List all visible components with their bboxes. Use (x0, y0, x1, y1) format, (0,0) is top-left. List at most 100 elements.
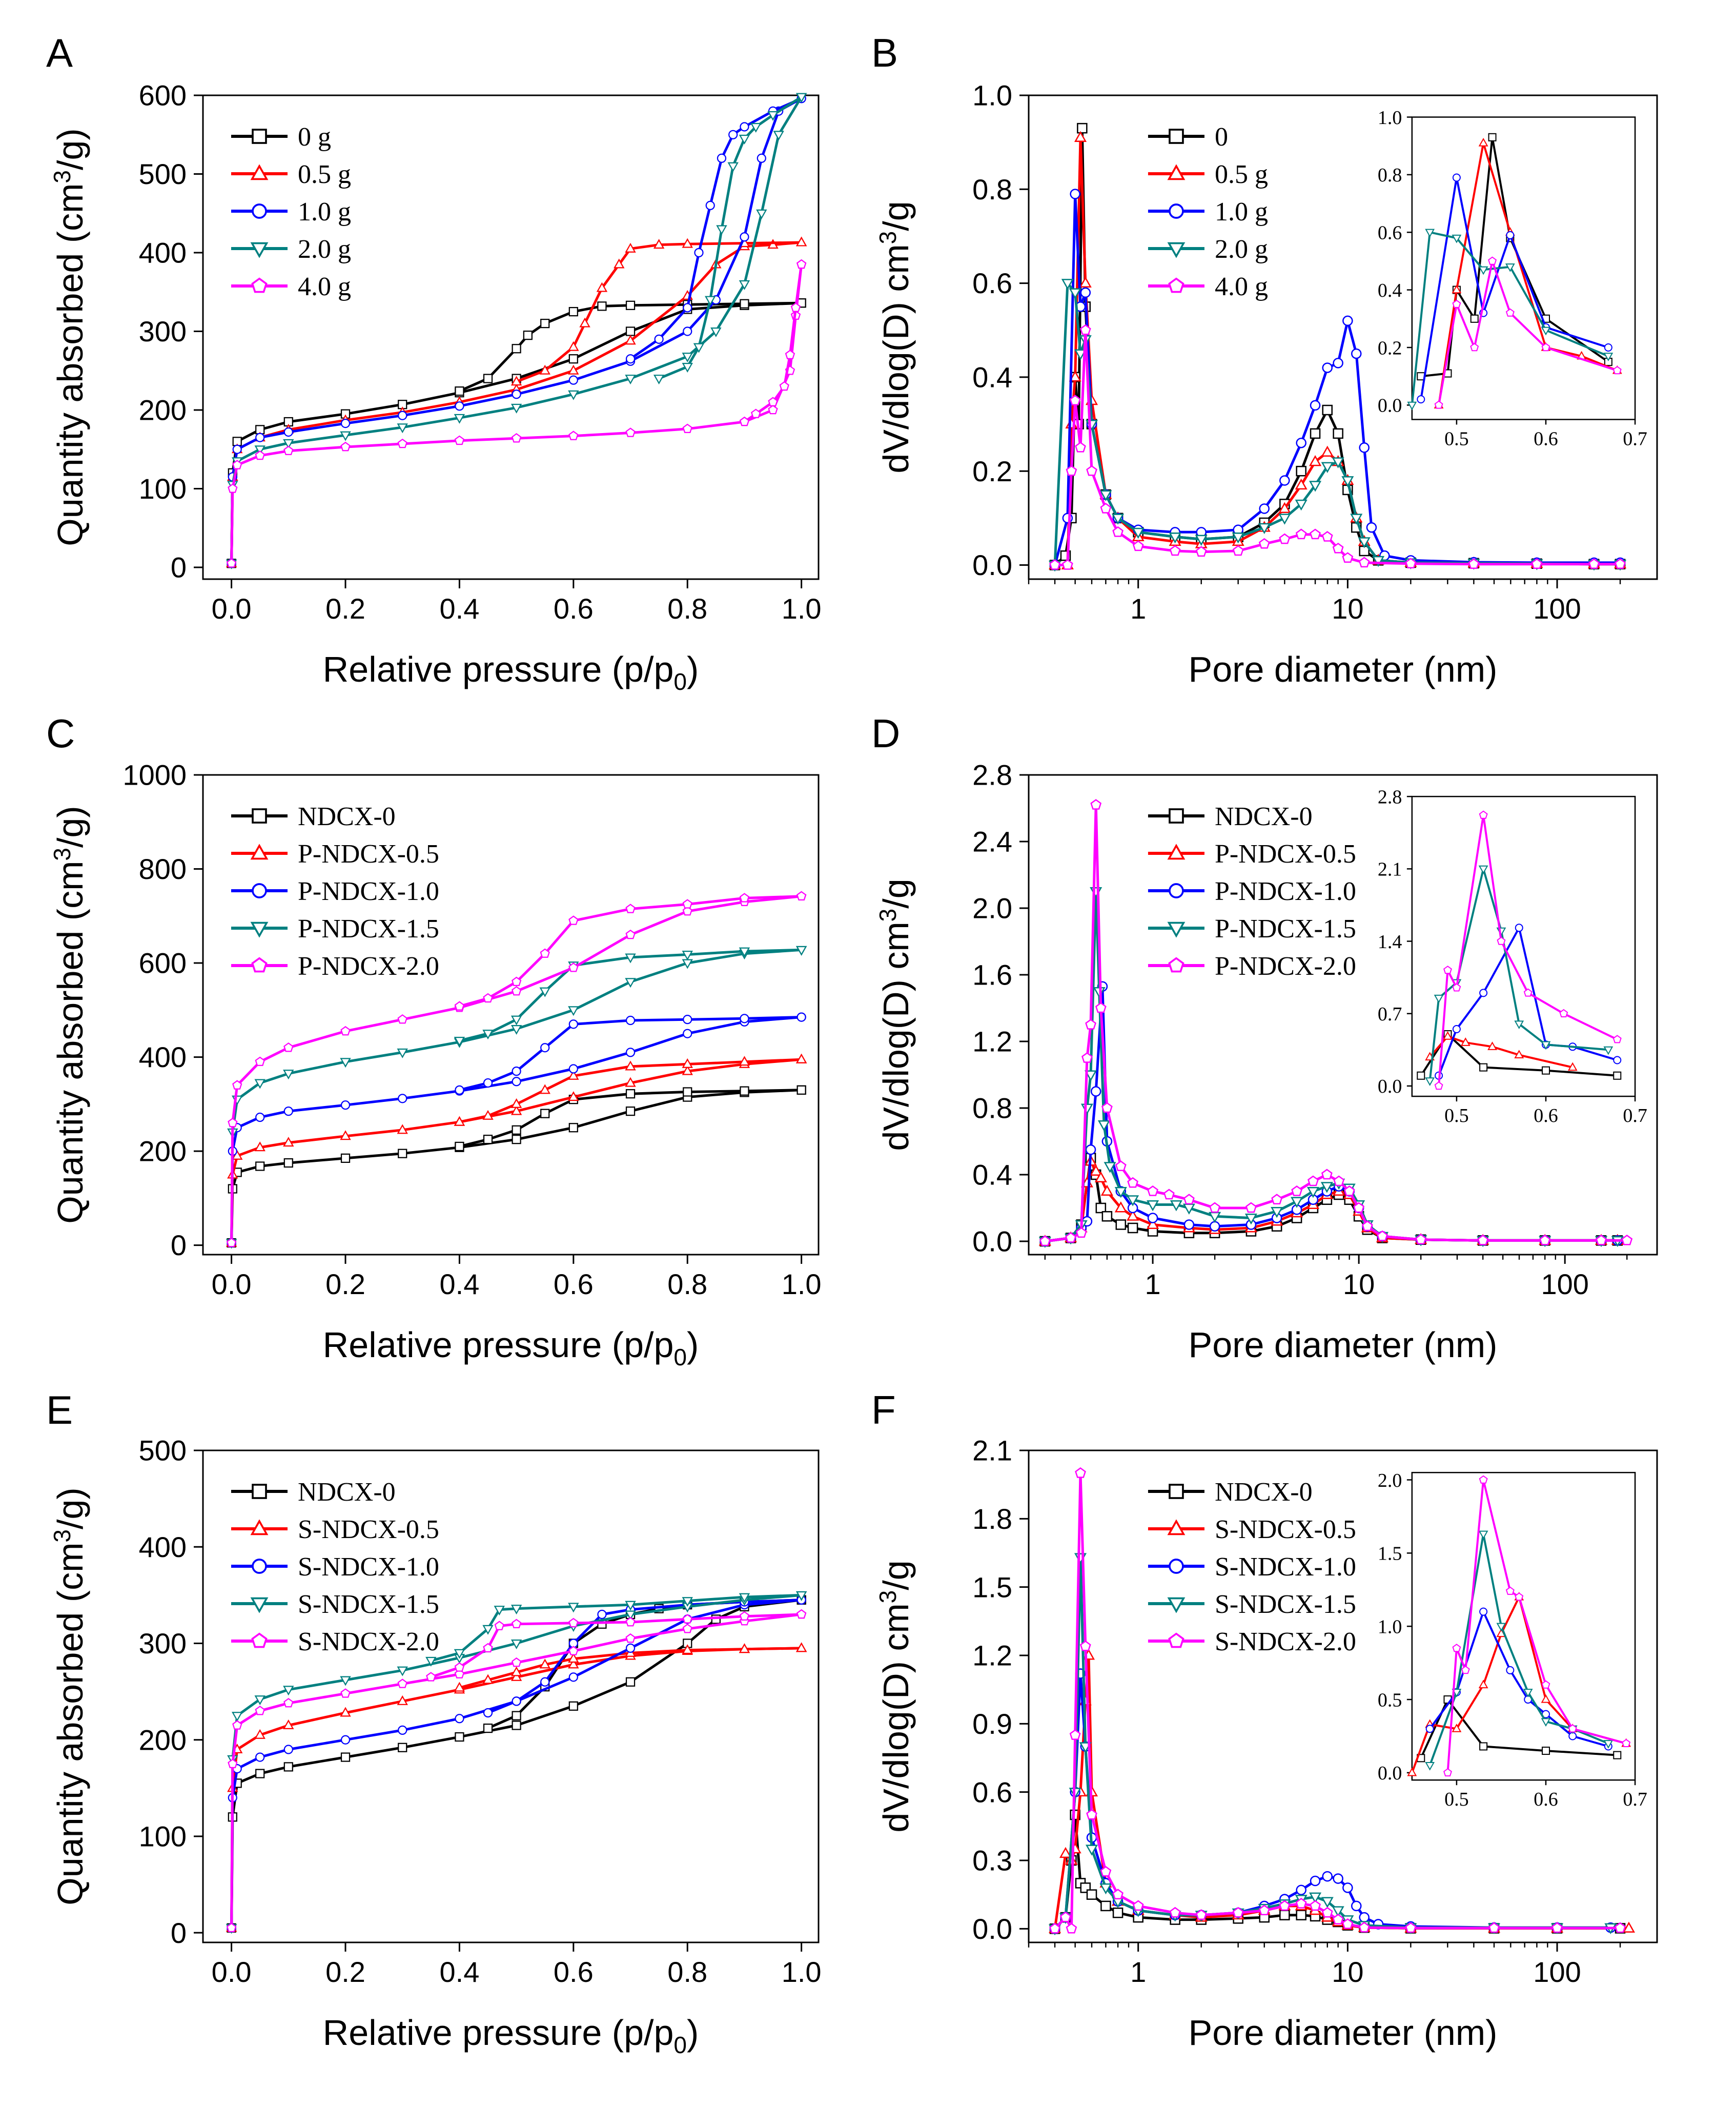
adsorption-point (568, 1646, 579, 1655)
distribution-point (1271, 1194, 1283, 1205)
inset-y-tick-label: 0.6 (1378, 222, 1402, 244)
desorption-point (482, 1030, 494, 1040)
adsorption-point (255, 1112, 265, 1122)
legend-swatch-marker (1169, 129, 1184, 144)
adsorption-point (397, 423, 408, 434)
distribution-line (1055, 329, 1620, 566)
distribution-point (1100, 1184, 1113, 1196)
distribution-point (1075, 1467, 1086, 1478)
distribution-point (1090, 1086, 1101, 1097)
y-tick-label: 400 (139, 237, 187, 269)
adsorption-point (757, 153, 766, 163)
desorption-point (483, 1078, 493, 1088)
panel-label: C (46, 711, 75, 756)
inset-distribution-point (1541, 1041, 1551, 1050)
legend-label: S-NDCX-1.5 (1215, 1590, 1356, 1619)
adsorption-point (255, 450, 265, 460)
legend-swatch-marker (1169, 203, 1184, 219)
x-tick-label: 0.8 (667, 592, 707, 625)
series-5 (226, 891, 807, 1247)
x-tick-label: 0.2 (325, 1268, 365, 1300)
inset-y-tick-label: 1.0 (1378, 1616, 1402, 1638)
distribution-point (1049, 1922, 1060, 1934)
distribution-point (1069, 288, 1081, 299)
distribution-point (1195, 535, 1208, 546)
distribution-point (1279, 1900, 1291, 1911)
y-axis-label-end: /g (876, 1560, 916, 1590)
distribution-point (1321, 1169, 1333, 1180)
distribution-point (1358, 1921, 1370, 1933)
distribution-point (1244, 1214, 1257, 1225)
desorption-point (614, 258, 625, 269)
inset-y-tick-label: 0.0 (1378, 1076, 1402, 1097)
y-tick-label: 0.9 (972, 1708, 1012, 1740)
adsorption-point (283, 1686, 294, 1696)
distribution-point (1296, 437, 1306, 448)
desorption-point (682, 951, 693, 961)
adsorption-point (397, 1124, 408, 1134)
inset-distribution-point (1612, 366, 1622, 375)
desorption-point (482, 1110, 494, 1120)
x-tick-label: 0.6 (554, 592, 594, 625)
legend-label: P-NDCX-0.5 (298, 839, 439, 869)
adsorption-point (512, 1135, 521, 1144)
inset-distribution-point (1443, 966, 1452, 974)
desorption-point (510, 1605, 522, 1615)
inset-series-4 (1425, 865, 1614, 1086)
series-2 (226, 1053, 807, 1247)
x-tick-label: 0.2 (325, 1956, 365, 1988)
inset-distribution-point (1479, 989, 1488, 997)
desorption-point (796, 1012, 806, 1022)
distribution-point (1232, 1907, 1244, 1918)
y-tick-label: 400 (139, 1531, 187, 1563)
inset-distribution-point (1460, 1037, 1471, 1046)
y-axis-label-main: dV/dlog(D) cm (876, 921, 916, 1151)
distribution-point (1061, 559, 1073, 570)
inset-y-tick-label: 2.8 (1378, 786, 1402, 808)
desorption-line (430, 1613, 802, 1678)
inset-distribution-point (1515, 924, 1523, 932)
inset-x-tick-label: 0.5 (1444, 1789, 1469, 1810)
series-5 (1039, 799, 1633, 1246)
adsorption-point (568, 431, 579, 440)
desorption-point (739, 134, 750, 145)
adsorption-point (340, 1130, 351, 1140)
legend-label: S-NDCX-1.5 (298, 1590, 439, 1619)
x-axis-label: Pore diameter (nm) (1189, 649, 1498, 689)
desorption-point (455, 386, 464, 396)
desorption-point (795, 1053, 807, 1063)
legend-label: NDCX-0 (1215, 802, 1313, 831)
legend-entry: NDCX-0 (231, 1478, 396, 1507)
adsorption-point (254, 445, 265, 456)
desorption-point (454, 1649, 465, 1659)
distribution-point (1075, 1227, 1087, 1238)
desorption-point (482, 1674, 494, 1684)
plot-frame (1028, 94, 1658, 580)
adsorption-point (340, 431, 351, 441)
adsorption-point (283, 1762, 293, 1772)
y-axis-label-end: /g) (50, 806, 90, 848)
desorption-point (739, 947, 750, 957)
adsorption-point (340, 1688, 351, 1698)
inset-distribution-point (1443, 1031, 1453, 1040)
distribution-point (1296, 1910, 1306, 1920)
legend-entry: P-NDCX-0.5 (231, 839, 439, 869)
desorption-point (454, 1001, 465, 1011)
desorption-point (795, 236, 807, 247)
legend-entry: S-NDCX-2.0 (231, 1627, 439, 1656)
inset-background (1412, 1472, 1636, 1780)
inset-distribution-point (1452, 299, 1461, 308)
desorption-point (796, 1609, 807, 1619)
inset-distribution-point (1478, 1679, 1488, 1689)
desorption-point (512, 1066, 521, 1076)
legend-swatch-marker (251, 1632, 268, 1648)
distribution-point (1112, 1907, 1124, 1918)
adsorption-point (283, 427, 293, 437)
distribution-point (1183, 1194, 1195, 1205)
desorption-point (682, 238, 693, 248)
adsorption-point (255, 1752, 265, 1762)
distribution-point (1079, 1640, 1091, 1651)
distribution-point (1081, 1052, 1093, 1063)
desorption-point (568, 1603, 579, 1613)
inset-x-tick-label: 0.5 (1444, 1105, 1469, 1126)
